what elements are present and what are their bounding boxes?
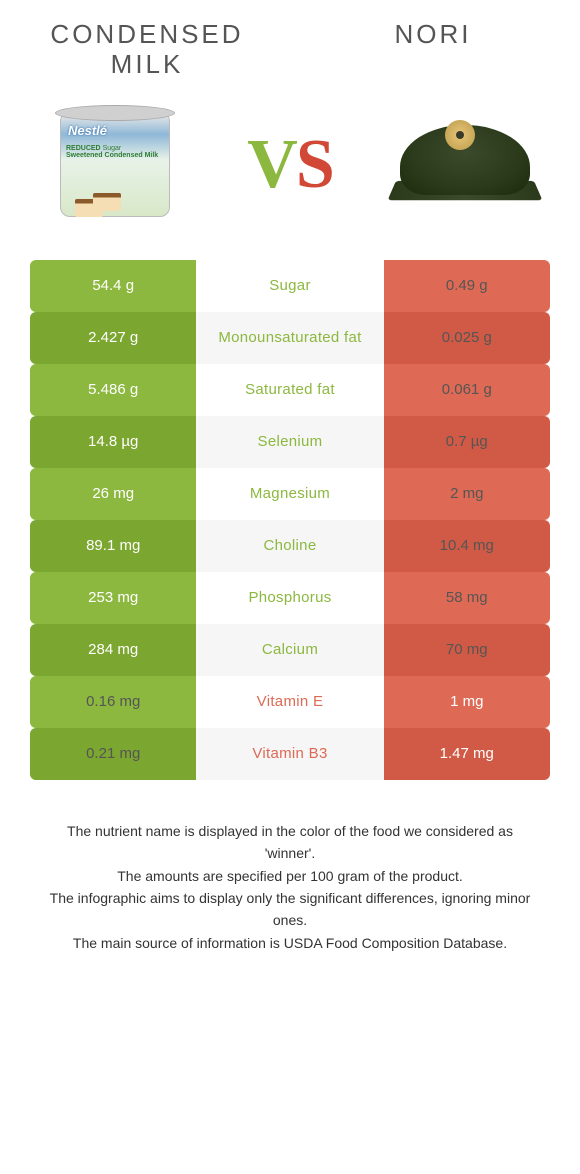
can-brand-label: Nestlé: [68, 123, 107, 138]
table-row: 54.4 gSugar0.49 g: [30, 260, 550, 312]
nutrient-name: Phosphorus: [196, 572, 383, 624]
value-a: 26 mg: [30, 468, 196, 520]
nutrient-name: Magnesium: [196, 468, 383, 520]
vs-s: S: [296, 126, 333, 203]
value-a: 2.427 g: [30, 312, 196, 364]
value-b: 0.061 g: [384, 364, 550, 416]
value-a: 89.1 mg: [30, 520, 196, 572]
nutrient-name: Saturated fat: [196, 364, 383, 416]
value-a: 253 mg: [30, 572, 196, 624]
vs-v: V: [247, 126, 296, 203]
footer-line: The infographic aims to display only the…: [40, 887, 540, 932]
nutrient-name: Vitamin B3: [196, 728, 383, 780]
food-a-image: Nestlé REDUCED SugarSweetened Condensed …: [35, 100, 195, 230]
nutrient-name: Choline: [196, 520, 383, 572]
footer-notes: The nutrient name is displayed in the co…: [30, 820, 550, 954]
value-b: 2 mg: [384, 468, 550, 520]
value-b: 10.4 mg: [384, 520, 550, 572]
food-a-title: Condensed Milk: [30, 20, 264, 80]
header: Condensed Milk Nori: [30, 20, 550, 80]
food-b-title: Nori: [316, 20, 550, 50]
value-b: 0.025 g: [384, 312, 550, 364]
value-b: 0.7 µg: [384, 416, 550, 468]
footer-line: The main source of information is USDA F…: [40, 932, 540, 954]
nutrient-name: Calcium: [196, 624, 383, 676]
value-a: 0.21 mg: [30, 728, 196, 780]
vs-label: VS: [247, 125, 333, 205]
nutrient-name: Vitamin E: [196, 676, 383, 728]
value-b: 58 mg: [384, 572, 550, 624]
value-a: 5.486 g: [30, 364, 196, 416]
footer-line: The amounts are specified per 100 gram o…: [40, 865, 540, 887]
nutrient-name: Monounsaturated fat: [196, 312, 383, 364]
table-row: 0.21 mgVitamin B31.47 mg: [30, 728, 550, 780]
value-b: 70 mg: [384, 624, 550, 676]
images-row: Nestlé REDUCED SugarSweetened Condensed …: [30, 100, 550, 230]
value-a: 14.8 µg: [30, 416, 196, 468]
nutrient-name: Sugar: [196, 260, 383, 312]
value-a: 0.16 mg: [30, 676, 196, 728]
footer-line: The nutrient name is displayed in the co…: [40, 820, 540, 865]
nutrient-name: Selenium: [196, 416, 383, 468]
table-row: 5.486 gSaturated fat0.061 g: [30, 364, 550, 416]
can-product-label: REDUCED SugarSweetened Condensed Milk: [66, 145, 158, 160]
table-row: 284 mgCalcium70 mg: [30, 624, 550, 676]
table-row: 0.16 mgVitamin E1 mg: [30, 676, 550, 728]
table-row: 253 mgPhosphorus58 mg: [30, 572, 550, 624]
table-row: 2.427 gMonounsaturated fat0.025 g: [30, 312, 550, 364]
food-b-image: [385, 100, 545, 230]
nutrient-table: 54.4 gSugar0.49 g2.427 gMonounsaturated …: [30, 260, 550, 780]
table-row: 26 mgMagnesium2 mg: [30, 468, 550, 520]
value-a: 284 mg: [30, 624, 196, 676]
nori-roll-icon: [390, 115, 540, 215]
table-row: 89.1 mgCholine10.4 mg: [30, 520, 550, 572]
condensed-milk-can-icon: Nestlé REDUCED SugarSweetened Condensed …: [50, 105, 180, 225]
value-b: 1 mg: [384, 676, 550, 728]
value-b: 1.47 mg: [384, 728, 550, 780]
value-b: 0.49 g: [384, 260, 550, 312]
value-a: 54.4 g: [30, 260, 196, 312]
table-row: 14.8 µgSelenium0.7 µg: [30, 416, 550, 468]
